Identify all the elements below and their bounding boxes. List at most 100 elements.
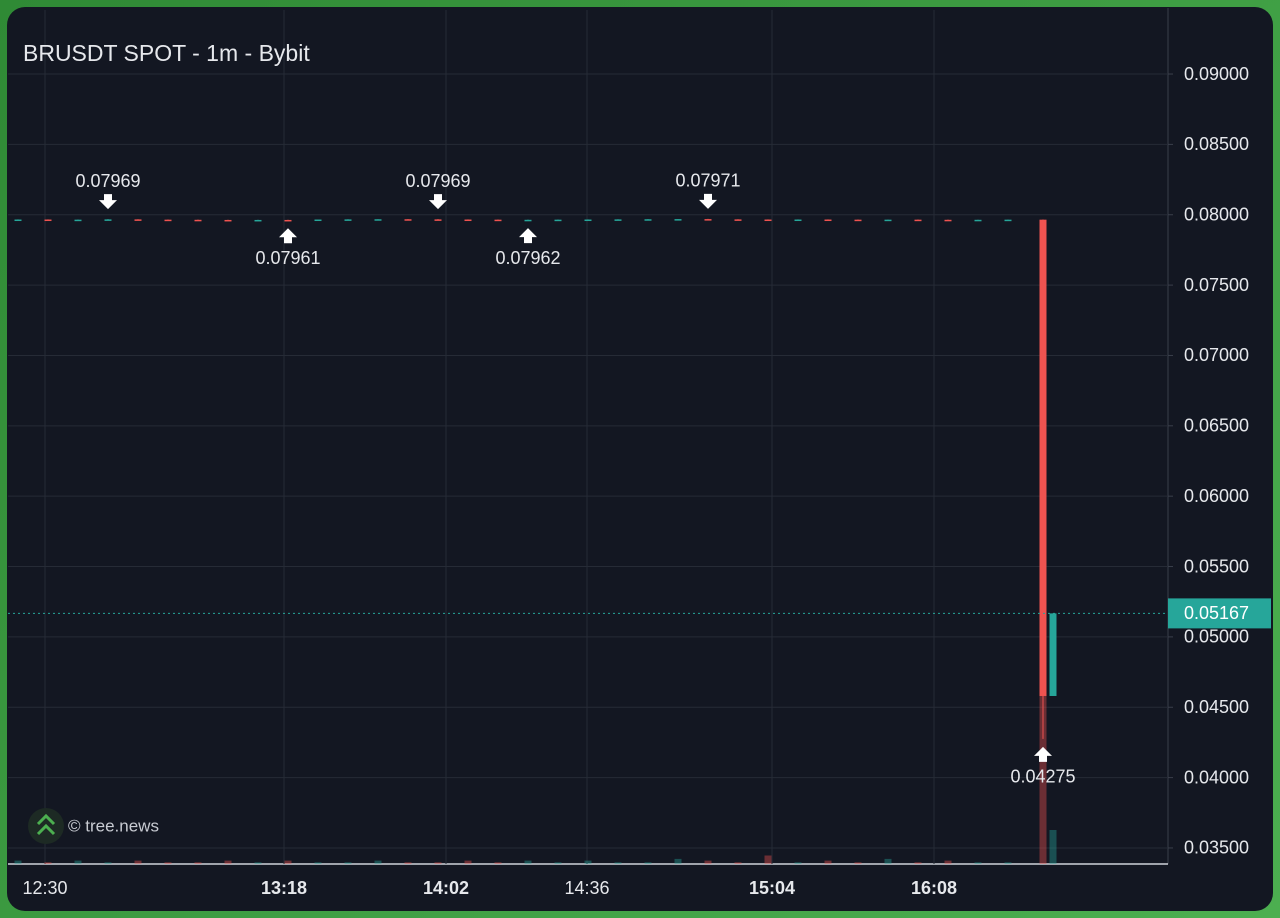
- candle-body: [374, 219, 382, 221]
- y-tick-label: 0.05500: [1184, 556, 1249, 576]
- volume-layer: [14, 694, 1057, 864]
- candle-body: [974, 219, 982, 222]
- x-tick-label: 13:18: [261, 878, 307, 898]
- candle-body: [254, 219, 262, 222]
- volume-bar: [374, 860, 382, 864]
- volume-bar: [794, 862, 802, 864]
- candle-body: [584, 219, 592, 222]
- volume-bar: [614, 862, 622, 864]
- candle-body: [44, 219, 52, 222]
- annotation-arrow: [279, 228, 297, 244]
- y-tick-label: 0.04500: [1184, 697, 1249, 717]
- volume-bar: [314, 862, 322, 864]
- candle-body: [104, 219, 112, 221]
- annotation-label: 0.07969: [75, 171, 140, 191]
- candle-body: [884, 219, 892, 222]
- candle-body: [404, 219, 412, 221]
- x-tick-label: 14:02: [423, 878, 469, 898]
- volume-bar: [464, 860, 472, 864]
- candle-body: [1039, 219, 1047, 696]
- volume-bar: [824, 860, 832, 864]
- volume-bar: [854, 862, 862, 864]
- candle-body: [914, 219, 922, 222]
- volume-bar: [644, 862, 652, 864]
- volume-bar: [44, 862, 52, 864]
- volume-bar: [944, 860, 952, 864]
- volume-bar: [434, 862, 442, 864]
- candle-body: [14, 219, 22, 222]
- volume-bar: [14, 860, 22, 864]
- x-tick-label: 16:08: [911, 878, 957, 898]
- volume-bar: [194, 862, 202, 864]
- volume-bar: [884, 858, 892, 864]
- volume-bar: [224, 860, 232, 864]
- annotation-label: 0.07961: [255, 248, 320, 268]
- candle-body: [614, 219, 622, 221]
- candle-body: [284, 219, 292, 222]
- volume-bar: [284, 860, 292, 864]
- candle-body: [824, 219, 832, 222]
- candle-body: [314, 219, 322, 222]
- volume-bar: [134, 860, 142, 864]
- volume-bar: [674, 858, 682, 864]
- volume-bar: [734, 862, 742, 864]
- x-tick-label: 15:04: [749, 878, 795, 898]
- candle-body: [344, 219, 352, 221]
- y-tick-label: 0.04000: [1184, 767, 1249, 787]
- candle-body: [134, 219, 142, 221]
- volume-bar: [104, 862, 112, 864]
- candle-body: [1049, 613, 1057, 696]
- watermark: © tree.news: [28, 808, 159, 844]
- volume-bar: [254, 862, 262, 864]
- annotation-label: 0.07962: [495, 248, 560, 268]
- candle-body: [944, 219, 952, 222]
- label-layer: 0.03500 0.04000 0.04500 0.05000 0.05500 0.060…: [8, 64, 1271, 898]
- annotation-arrow: [429, 194, 447, 210]
- candle-body: [794, 219, 802, 222]
- y-tick-label: 0.09000: [1184, 64, 1249, 84]
- volume-bar: [974, 862, 982, 864]
- y-tick-label: 0.06500: [1184, 416, 1249, 436]
- y-tick-label: 0.07000: [1184, 345, 1249, 365]
- last-price-box: [1168, 598, 1271, 629]
- y-tick-label: 0.07500: [1184, 275, 1249, 295]
- last-price-label: 0.05167: [1184, 603, 1249, 623]
- y-tick-label: 0.08500: [1184, 134, 1249, 154]
- logo-chevrons: [36, 813, 56, 836]
- annotation-arrow: [519, 228, 537, 244]
- candle-body: [854, 219, 862, 222]
- volume-bar: [164, 862, 172, 864]
- candle-layer: [14, 218, 1057, 739]
- candle-body: [224, 219, 232, 222]
- volume-bar: [1049, 830, 1057, 864]
- annotation-arrow: [99, 194, 117, 210]
- annotation-arrow: [1034, 746, 1052, 762]
- volume-bar: [494, 862, 502, 864]
- volume-bar: [914, 862, 922, 864]
- volume-bar: [1039, 694, 1047, 864]
- watermark-text: © tree.news: [68, 816, 159, 835]
- volume-bar: [1004, 862, 1012, 864]
- panel: [7, 7, 1273, 911]
- candle-body: [674, 219, 682, 221]
- candle-body: [734, 219, 742, 221]
- volume-bar: [524, 860, 532, 864]
- volume-bar: [704, 860, 712, 864]
- y-tick-label: 0.05000: [1184, 627, 1249, 647]
- candle-body: [464, 219, 472, 222]
- annotation-label: 0.04275: [1010, 767, 1075, 787]
- candle-body: [524, 219, 532, 222]
- x-tick-label: 12:30: [22, 878, 67, 898]
- candle-body: [434, 219, 442, 221]
- volume-bar: [404, 862, 412, 864]
- grid: [8, 10, 1168, 864]
- candle-body: [74, 219, 82, 222]
- candle-body: [764, 219, 772, 222]
- annotation-label: 0.07971: [675, 171, 740, 191]
- candle-body: [194, 219, 202, 222]
- volume-bar: [74, 860, 82, 864]
- candle-body: [1004, 219, 1012, 222]
- annotation-label: 0.07969: [405, 171, 470, 191]
- y-tick-label: 0.03500: [1184, 838, 1249, 858]
